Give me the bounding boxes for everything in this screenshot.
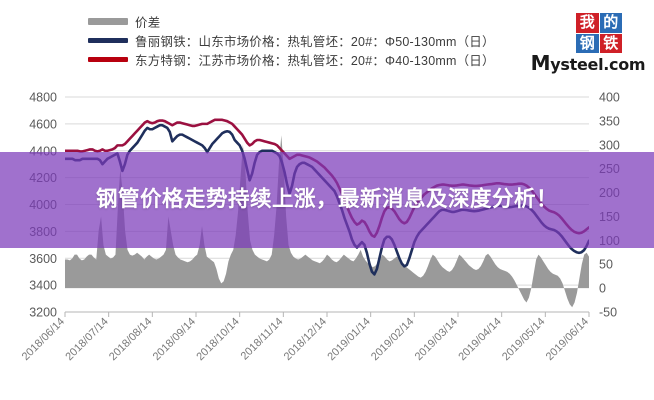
mysteel-wordmark-cap: M: [530, 51, 551, 75]
y2-axis-tick-label: 350: [599, 114, 620, 128]
x-axis-tick-label: 2019/06/14: [544, 316, 591, 363]
y2-axis-tick-label: -50: [599, 306, 617, 320]
x-axis-tick-label: 2019/05/14: [500, 316, 547, 363]
logo-cell-gang: 钢: [576, 33, 599, 53]
y-axis-tick-label: 4000: [29, 198, 57, 212]
y2-axis-tick-label: 200: [599, 186, 620, 200]
x-axis-tick-label: 2018/07/14: [63, 316, 110, 363]
series-line-luli: [65, 123, 589, 276]
y-axis-tick-label: 3600: [29, 252, 57, 266]
x-axis-tick-label: 2018/08/14: [107, 316, 154, 363]
y2-axis-tick-label: 100: [599, 234, 620, 248]
y-axis-tick-label: 3200: [29, 306, 57, 320]
y-axis-tick-label: 4200: [29, 171, 57, 185]
legend-item-spread[interactable]: 价差: [88, 12, 508, 31]
legend-swatch-spread: [88, 18, 128, 25]
y2-axis-tick-label: 400: [599, 91, 620, 105]
y2-axis-tick-label: 300: [599, 138, 620, 152]
legend-swatch-luli: [88, 38, 128, 43]
x-axis-tick-label: 2018/06/14: [20, 316, 67, 363]
mysteel-logo-grid: 我 的 钢 铁: [576, 13, 622, 53]
legend-label-dongfang: 东方特钢：江苏市场价格：热轧管坯：20#：Φ40-130mm（日）: [135, 54, 495, 68]
mysteel-wordmark-rest: ysteel.com: [550, 55, 646, 74]
chart-legend: 价差 鲁丽钢铁：山东市场价格：热轧管坯：20#：Φ50-130mm（日） 东方特…: [88, 12, 508, 69]
y-axis-tick-label: 4600: [29, 117, 57, 131]
y2-axis-tick-label: 150: [599, 210, 620, 224]
y-axis-tick-label: 3800: [29, 225, 57, 239]
x-axis-tick-label: 2019/02/14: [369, 316, 416, 363]
legend-label-spread: 价差: [135, 16, 161, 30]
legend-label-luli: 鲁丽钢铁：山东市场价格：热轧管坯：20#：Φ50-130mm（日）: [135, 35, 495, 49]
y2-axis-tick-label: 50: [599, 258, 613, 272]
x-axis-tick-label: 2019/04/14: [456, 316, 503, 363]
x-axis-tick-label: 2019/01/14: [325, 316, 372, 363]
y-axis-tick-label: 3400: [29, 279, 57, 293]
legend-swatch-dongfang: [88, 57, 128, 62]
x-axis-tick-label: 2018/10/14: [194, 316, 241, 363]
x-axis-tick-label: 2018/09/14: [151, 316, 198, 363]
y-axis-tick-label: 4400: [29, 144, 57, 158]
x-axis-tick-label: 2018/12/14: [282, 316, 329, 363]
series-area-spread: [65, 135, 589, 308]
x-axis-tick-label: 2019/03/14: [413, 316, 460, 363]
logo-cell-de: 的: [599, 13, 622, 33]
x-axis-tick-label: 2018/11/14: [239, 316, 286, 363]
y2-axis-tick-label: 250: [599, 162, 620, 176]
legend-item-dongfang[interactable]: 东方特钢：江苏市场价格：热轧管坯：20#：Φ40-130mm（日）: [88, 50, 508, 69]
mysteel-logo: 我 的 钢 铁 Mysteel.com: [530, 13, 646, 75]
logo-cell-tie: 铁: [599, 33, 622, 53]
mysteel-wordmark: Mysteel.com: [530, 51, 646, 75]
y2-axis-tick-label: 0: [599, 282, 606, 296]
legend-item-luli[interactable]: 鲁丽钢铁：山东市场价格：热轧管坯：20#：Φ50-130mm（日）: [88, 31, 508, 50]
series-line-dongfang: [65, 118, 589, 239]
y-axis-tick-label: 4800: [29, 91, 57, 105]
logo-cell-wo: 我: [576, 13, 599, 33]
